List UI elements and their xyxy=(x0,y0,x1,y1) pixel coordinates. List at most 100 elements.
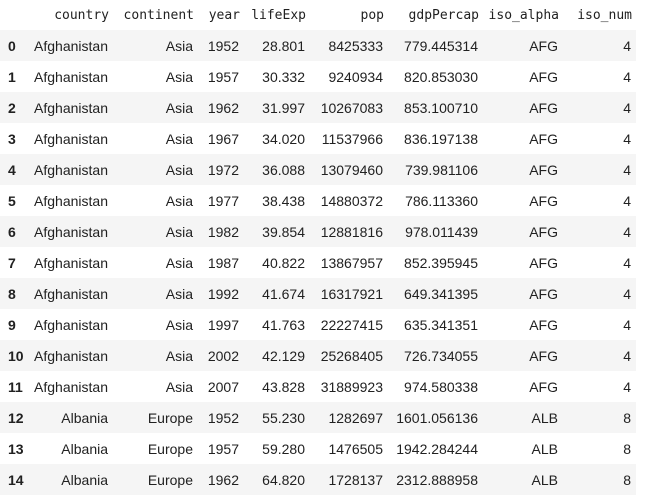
gdppercap-cell: 739.981106 xyxy=(405,161,478,178)
iso-num-cell: 4 xyxy=(623,161,631,178)
iso-num-cell: 4 xyxy=(623,37,631,54)
gdppercap-cell: 974.580338 xyxy=(404,378,478,395)
gdppercap-cell: 649.341395 xyxy=(404,285,478,302)
table-row: 11 Afghanistan Asia 2007 43.828 31889923 974.5… xyxy=(0,371,636,402)
table-row: 1 Afghanistan Asia 1957 30.332 9240934 820.853… xyxy=(0,61,636,92)
continent-cell: Asia xyxy=(165,316,193,333)
lifeexp-cell: 42.129 xyxy=(262,347,305,364)
continent-cell: Asia xyxy=(165,68,193,85)
iso-num-cell: 4 xyxy=(623,223,631,240)
iso-alpha-cell: AFG xyxy=(529,99,558,116)
country-cell: Afghanistan xyxy=(34,254,108,271)
iso-alpha-cell: AFG xyxy=(529,378,558,395)
iso-num-cell: 8 xyxy=(623,471,631,488)
country-cell: Afghanistan xyxy=(34,68,108,85)
row-index: 6 xyxy=(8,223,16,240)
iso-alpha-cell: AFG xyxy=(529,37,558,54)
lifeexp-cell: 31.997 xyxy=(262,99,305,116)
continent-cell: Asia xyxy=(165,347,193,364)
iso-num-cell: 4 xyxy=(623,316,631,333)
continent-cell: Europe xyxy=(147,409,193,426)
row-index: 5 xyxy=(8,192,16,209)
index-header xyxy=(0,0,28,30)
row-index: 12 xyxy=(8,409,24,426)
country-cell: Afghanistan xyxy=(34,37,108,54)
row-index: 9 xyxy=(8,316,16,333)
gdppercap-cell: 978.011439 xyxy=(405,223,478,240)
iso-alpha-header: iso_alpha xyxy=(488,7,559,23)
year-cell: 1952 xyxy=(207,37,239,54)
table-row: 4 Afghanistan Asia 1972 36.088 13079460 739.98… xyxy=(0,154,636,185)
year-cell: 1952 xyxy=(207,409,239,426)
year-cell: 1962 xyxy=(207,99,239,116)
country-cell: Afghanistan xyxy=(34,378,108,395)
pop-cell: 9240934 xyxy=(328,68,383,85)
country-cell: Afghanistan xyxy=(34,192,108,209)
gdppercap-cell: 635.341351 xyxy=(404,316,478,333)
gdppercap-cell: 1942.284244 xyxy=(396,440,478,457)
iso-alpha-cell: AFG xyxy=(529,254,558,271)
pop-cell: 11537966 xyxy=(321,130,383,147)
gdppercap-cell: 820.853030 xyxy=(404,68,478,85)
year-cell: 1957 xyxy=(207,68,239,85)
continent-cell: Asia xyxy=(165,192,193,209)
iso-num-cell: 8 xyxy=(623,409,631,426)
pop-cell: 22227415 xyxy=(320,316,383,333)
pop-cell: 1476505 xyxy=(328,440,383,457)
gdppercap-header: gdpPercap xyxy=(408,7,479,23)
table-row: 9 Afghanistan Asia 1997 41.763 22227415 635.34… xyxy=(0,309,636,340)
iso-num-cell: 4 xyxy=(623,99,631,116)
year-cell: 1997 xyxy=(207,316,239,333)
year-header: year xyxy=(208,7,240,23)
row-index: 2 xyxy=(8,99,16,116)
iso-num-header: iso_num xyxy=(577,7,632,23)
row-index: 11 xyxy=(8,378,23,395)
year-cell: 1982 xyxy=(207,223,239,240)
continent-cell: Asia xyxy=(165,161,193,178)
table-row: 6 Afghanistan Asia 1982 39.854 12881816 978.01… xyxy=(0,216,636,247)
pop-cell: 13079460 xyxy=(320,161,383,178)
row-index: 0 xyxy=(8,37,16,54)
pop-cell: 12881816 xyxy=(320,223,383,240)
country-cell: Afghanistan xyxy=(34,285,108,302)
table-body: 0 Afghanistan Asia 1952 28.801 8425333 779.445… xyxy=(0,30,636,495)
lifeexp-cell: 28.801 xyxy=(262,37,305,54)
row-index: 7 xyxy=(8,254,16,271)
country-cell: Afghanistan xyxy=(34,223,108,240)
lifeexp-cell: 55.230 xyxy=(262,409,305,426)
continent-cell: Asia xyxy=(165,130,193,147)
iso-num-cell: 4 xyxy=(623,68,631,85)
continent-cell: Europe xyxy=(147,471,193,488)
lifeexp-cell: 36.088 xyxy=(262,161,305,178)
pop-cell: 13867957 xyxy=(320,254,383,271)
table-row: 8 Afghanistan Asia 1992 41.674 16317921 649.34… xyxy=(0,278,636,309)
country-cell: Afghanistan xyxy=(34,99,108,116)
lifeexp-cell: 41.763 xyxy=(262,316,305,333)
iso-num-cell: 4 xyxy=(623,254,631,271)
lifeexp-cell: 43.828 xyxy=(262,378,305,395)
year-cell: 1957 xyxy=(207,440,239,457)
iso-num-cell: 4 xyxy=(623,347,631,364)
gdppercap-cell: 852.395945 xyxy=(404,254,478,271)
continent-cell: Asia xyxy=(165,223,193,240)
iso-alpha-cell: ALB xyxy=(531,471,558,488)
row-index: 1 xyxy=(8,68,16,85)
iso-alpha-cell: AFG xyxy=(529,130,558,147)
row-index: 8 xyxy=(8,285,16,302)
pop-cell: 8425333 xyxy=(328,37,383,54)
iso-alpha-cell: AFG xyxy=(529,223,558,240)
lifeexp-cell: 38.438 xyxy=(262,192,305,209)
pop-cell: 10267083 xyxy=(320,99,383,116)
table-row: 0 Afghanistan Asia 1952 28.801 8425333 779.445… xyxy=(0,30,636,61)
pop-cell: 25268405 xyxy=(320,347,383,364)
dataframe-table: country continent year lifeExp pop gdpPe… xyxy=(0,0,636,495)
year-cell: 2007 xyxy=(207,378,239,395)
row-index: 10 xyxy=(8,347,24,364)
iso-num-cell: 4 xyxy=(623,192,631,209)
iso-alpha-cell: AFG xyxy=(529,161,558,178)
iso-alpha-cell: AFG xyxy=(529,192,558,209)
iso-alpha-cell: AFG xyxy=(529,68,558,85)
pop-cell: 1282697 xyxy=(328,409,383,426)
row-index: 13 xyxy=(8,440,24,457)
year-cell: 1977 xyxy=(207,192,239,209)
